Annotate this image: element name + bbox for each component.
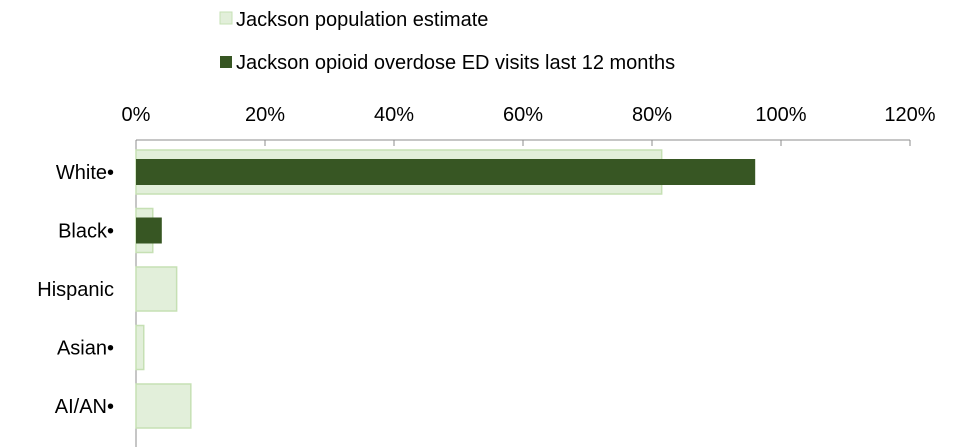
bar-overdose — [136, 217, 162, 244]
legend-swatch-overdose — [220, 56, 232, 68]
x-tick-label: 100% — [755, 104, 806, 126]
bar-population — [135, 324, 145, 371]
series-overdose-bars — [136, 159, 756, 244]
legend-swatch-population — [219, 11, 233, 25]
category-label: AI/AN• — [55, 396, 114, 418]
category-label: White• — [56, 162, 114, 184]
legend-label-overdose: Jackson opioid overdose ED visits last 1… — [236, 52, 675, 74]
legend-item-population: Jackson population estimate — [219, 9, 488, 31]
legend: Jackson population estimate Jackson opio… — [219, 9, 675, 74]
bar-population — [135, 383, 192, 429]
bar-population — [135, 266, 178, 312]
x-tick-label: 40% — [374, 104, 414, 126]
legend-label-population: Jackson population estimate — [236, 9, 488, 31]
x-axis-ticks — [135, 140, 911, 146]
x-tick-label: 60% — [503, 104, 543, 126]
bar-overdose — [136, 159, 756, 185]
category-labels: White• Black• Hispanic Asian• AI/AN• — [37, 162, 114, 418]
series-population-bars — [135, 149, 663, 429]
x-tick-label: 0% — [122, 104, 151, 126]
category-label: Hispanic — [37, 279, 114, 301]
x-tick-label: 20% — [245, 104, 285, 126]
category-label: Black• — [58, 221, 114, 243]
category-label: Asian• — [57, 338, 114, 360]
x-axis-tick-labels: 0% 20% 40% 60% 80% 100% 120% — [122, 104, 936, 126]
legend-item-overdose: Jackson opioid overdose ED visits last 1… — [220, 52, 675, 74]
x-tick-label: 120% — [884, 104, 935, 126]
x-tick-label: 80% — [632, 104, 672, 126]
